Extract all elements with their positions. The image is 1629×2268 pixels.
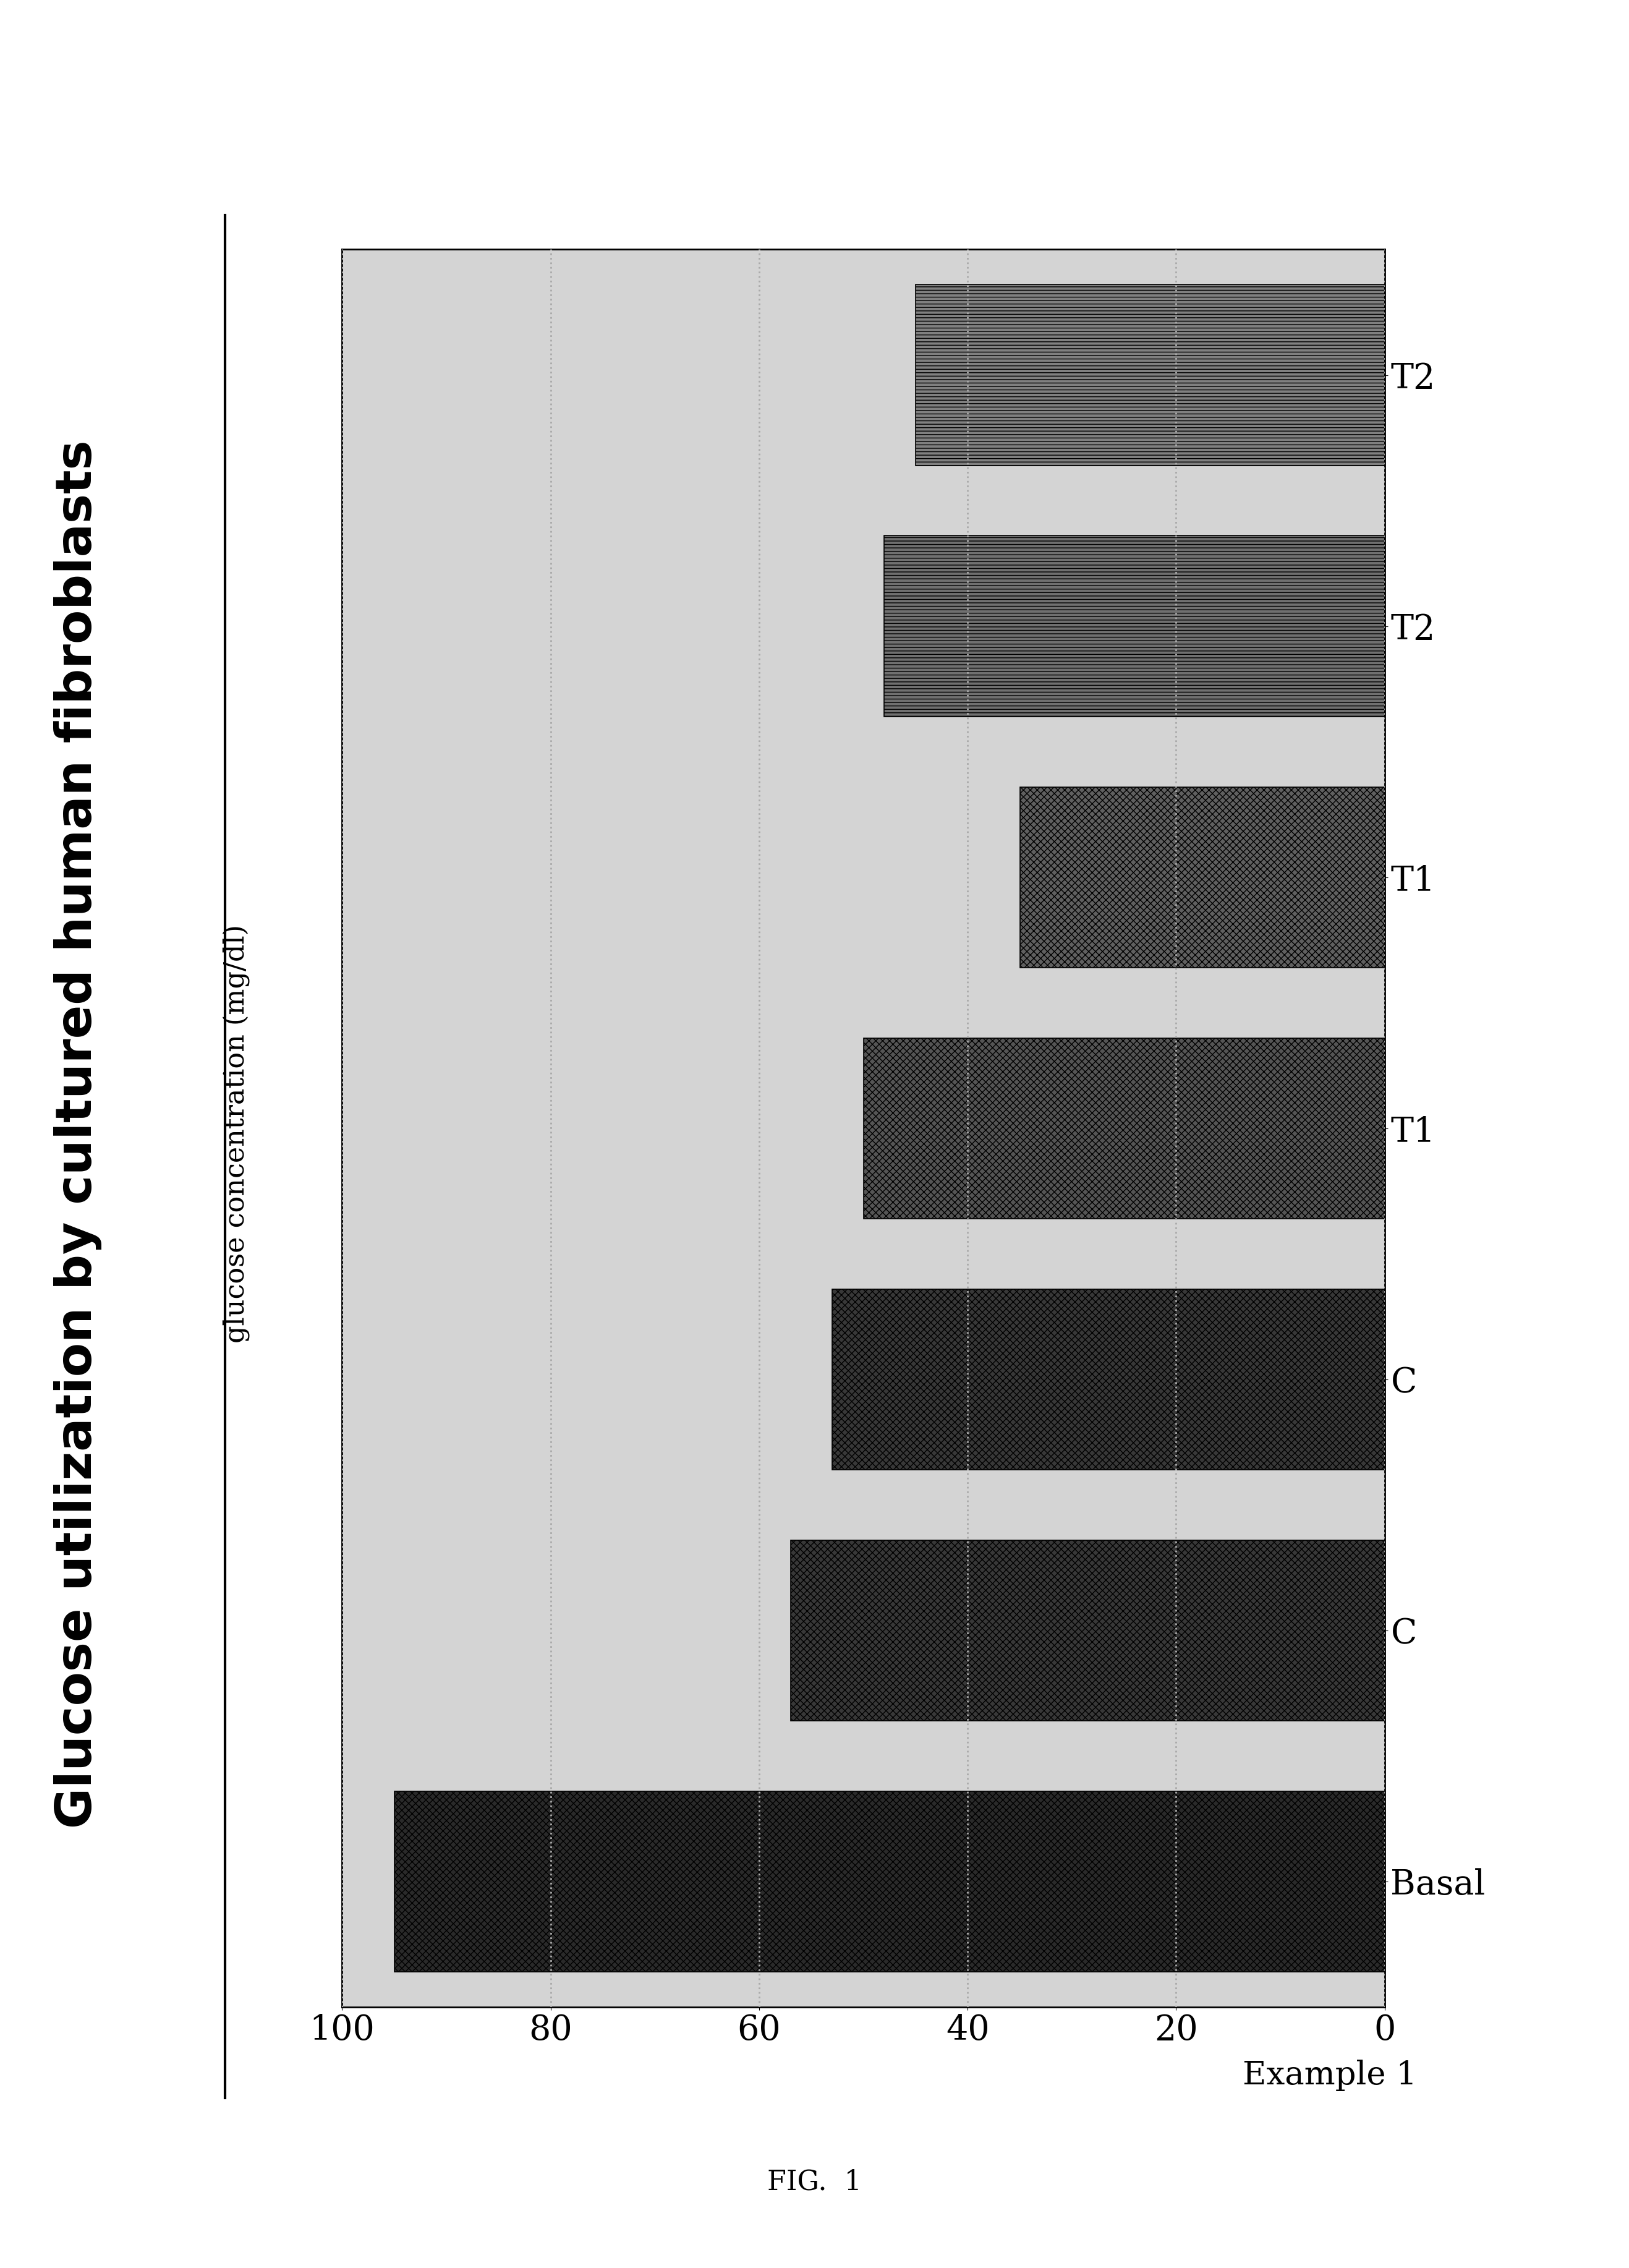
- Bar: [1020, 787, 1385, 968]
- Bar: [832, 1288, 1385, 1470]
- Text: FIG.  1: FIG. 1: [767, 2168, 862, 2195]
- Bar: [394, 1792, 1385, 1971]
- Text: Example 1: Example 1: [1243, 2059, 1417, 2091]
- Bar: [885, 535, 1385, 717]
- Text: Glucose utilization by cultured human fibroblasts: Glucose utilization by cultured human fi…: [54, 440, 103, 1828]
- Text: glucose concentration (mg/dl): glucose concentration (mg/dl): [223, 925, 249, 1343]
- Bar: [915, 286, 1385, 465]
- Bar: [863, 1039, 1385, 1218]
- Bar: [790, 1540, 1385, 1721]
